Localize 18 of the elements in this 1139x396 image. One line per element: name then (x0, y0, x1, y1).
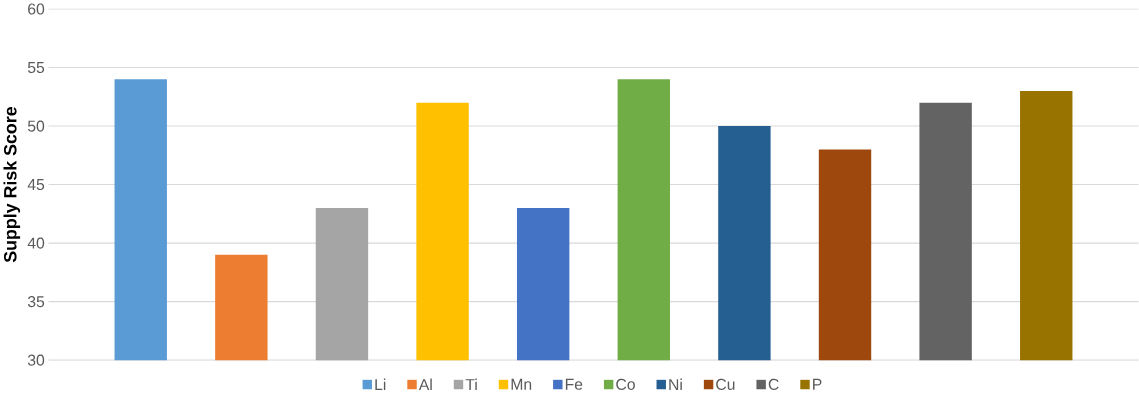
legend-label: Li (375, 378, 386, 391)
y-tick-label: 55 (27, 62, 45, 74)
legend-label: Mn (511, 378, 532, 390)
legend-label: Cu (716, 378, 735, 391)
legend-label: Co (616, 378, 635, 391)
legend-label: Ni (669, 378, 682, 391)
y-tick-label: 40 (27, 237, 45, 249)
legend-label: Fe (565, 378, 583, 390)
y-tick-label: 50 (27, 120, 45, 132)
legend-label: Al (418, 378, 432, 391)
y-tick-label: 35 (27, 296, 45, 308)
y-tick-label: 30 (27, 354, 45, 366)
legend-label: C (768, 378, 779, 391)
legend-label: Ti (465, 378, 477, 391)
y-axis-title: Supply Risk Score (3, 107, 21, 263)
y-tick-label: 60 (28, 3, 45, 15)
legend-label: P (813, 378, 822, 390)
y-tick-label: 45 (27, 179, 45, 191)
